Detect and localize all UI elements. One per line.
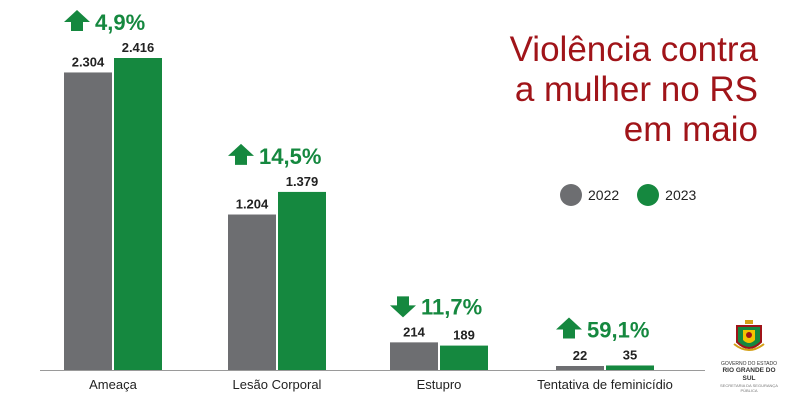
legend-label-2023: 2023 [665,187,697,203]
bar-2023-1 [114,58,162,370]
data-label-2023-3: 189 [453,328,475,343]
category-label-3: Estupro [417,377,462,392]
category-label-4: Tentativa de feminicídio [537,377,673,392]
legend: 2022 2023 [560,184,696,206]
arrow-up-icon-4 [556,317,582,339]
bar-2023-3 [440,345,488,370]
logo-line-3: SECRETARIA DA SEGURANÇA PÚBLICA [720,383,778,393]
data-label-2022-3: 214 [403,324,425,339]
bar-2022-4 [556,366,604,370]
legend-item-2022: 2022 [560,184,619,206]
category-label-2: Lesão Corporal [233,377,322,392]
logo-line-1: GOVERNO DO ESTADO [720,361,778,367]
category-label-1: Ameaça [89,377,137,392]
change-label-3: 11,7% [421,294,482,319]
arrow-up-icon-2 [228,143,254,165]
data-label-2022-2: 1.204 [236,197,269,212]
title-line-1: Violência contra [509,30,758,69]
bar-2023-2 [278,191,326,370]
bar-2022-2 [228,214,276,370]
data-label-2023-4: 35 [623,347,637,362]
legend-label-2022: 2022 [588,187,620,203]
bar-2022-1 [64,72,112,371]
legend-swatch-2023 [637,184,660,206]
logo-line-2: RIO GRANDE DO SUL [722,367,776,382]
bar-2022-3 [390,342,438,370]
arrow-up-icon-1 [64,10,90,31]
government-logo: GOVERNO DO ESTADO RIO GRANDE DO SUL SECR… [716,320,782,393]
data-label-2023-1: 2.416 [122,40,155,55]
change-label-1: 4,9% [95,10,145,35]
data-label-2023-2: 1.379 [286,174,319,189]
legend-item-2023: 2023 [637,184,696,206]
change-label-4: 59,1% [587,317,649,342]
chart-title: Violência contra a mulher no RS em maio [510,30,758,150]
data-label-2022-1: 2.304 [72,54,105,69]
arrow-down-icon-3 [390,296,416,318]
coat-of-arms-icon [733,320,765,351]
bar-2023-4 [606,365,654,370]
title-line-2: a mulher no RS [514,70,758,109]
legend-swatch-2022 [560,184,582,206]
change-label-2: 14,5% [259,144,321,169]
data-label-2022-4: 22 [573,348,587,363]
title-line-3: em maio [623,110,758,149]
